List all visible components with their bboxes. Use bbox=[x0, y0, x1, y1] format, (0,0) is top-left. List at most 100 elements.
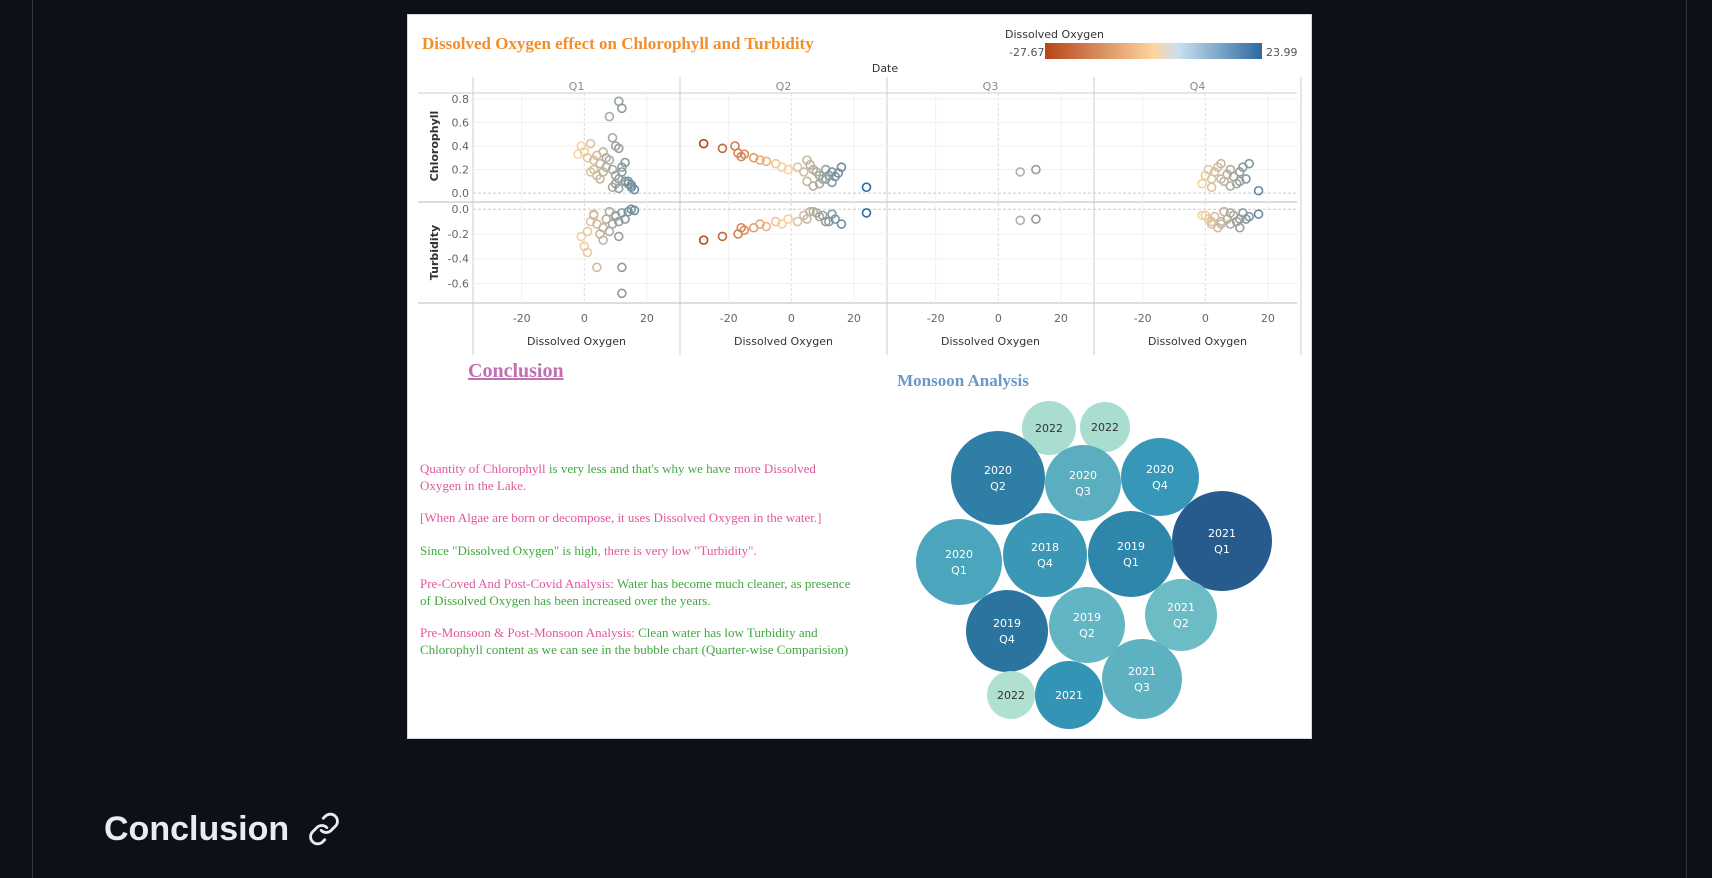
scatter-point bbox=[808, 206, 819, 217]
link-icon[interactable] bbox=[307, 812, 341, 846]
conclusion-segment: Clean water has low Turbidity and bbox=[638, 625, 818, 640]
bubble-label: 2018 bbox=[1031, 541, 1059, 554]
bubble-circle bbox=[951, 431, 1045, 525]
scatter-point bbox=[1244, 211, 1254, 222]
x-tick-label: 0 bbox=[1202, 312, 1209, 325]
scatter-point bbox=[1015, 167, 1026, 177]
conclusion-line: Quantity of Chlorophyll is very less and… bbox=[420, 461, 816, 476]
bubble-label: Q4 bbox=[1152, 479, 1168, 492]
bubble-label: 2022 bbox=[1035, 422, 1063, 435]
scatter-point bbox=[1031, 164, 1041, 175]
scatter-point bbox=[1241, 174, 1251, 184]
scatter-point bbox=[783, 214, 793, 224]
scatter-point bbox=[1244, 158, 1254, 169]
bubble-label: 2021 bbox=[1055, 689, 1083, 702]
bubble-circle bbox=[1035, 661, 1103, 729]
scatter-point bbox=[739, 149, 750, 160]
scatter-point bbox=[1234, 214, 1245, 224]
bubble-label: Q2 bbox=[1173, 617, 1189, 630]
scatter-point bbox=[1234, 176, 1245, 187]
bubble-label: Q2 bbox=[990, 480, 1006, 493]
scatter-point bbox=[814, 178, 825, 189]
x-tick-label: 0 bbox=[995, 312, 1002, 325]
bubble-circle bbox=[966, 590, 1048, 672]
chart-title: Dissolved Oxygen effect on Chlorophyll a… bbox=[422, 34, 814, 53]
y-tick-label: -0.6 bbox=[448, 277, 469, 290]
scatter-point bbox=[761, 156, 772, 167]
legend-gradient-bar bbox=[1045, 43, 1262, 59]
scatter-point bbox=[698, 235, 709, 245]
date-header: Date bbox=[872, 62, 899, 75]
scatter-point bbox=[1216, 219, 1226, 229]
scatter-point bbox=[777, 162, 787, 172]
left-border bbox=[32, 0, 33, 878]
bubble-circle bbox=[1102, 639, 1182, 719]
bubble: 2021 Q2 bbox=[1145, 579, 1217, 651]
scatter-point bbox=[792, 216, 803, 227]
scatter-point bbox=[620, 157, 630, 168]
scatter-point bbox=[617, 288, 627, 299]
scatter-point bbox=[755, 155, 765, 165]
bubble-label: 2019 bbox=[993, 617, 1021, 630]
scatter-point bbox=[617, 262, 627, 273]
bubble: 2019 Q2 bbox=[1049, 587, 1125, 663]
facet-header: Q2 bbox=[776, 80, 792, 93]
x-axis-label: Dissolved Oxygen bbox=[941, 335, 1040, 348]
scatter-point bbox=[592, 262, 602, 273]
scatter-point bbox=[576, 141, 586, 151]
scatter-point bbox=[604, 111, 615, 122]
conclusion-segment: Oxygen in the Lake. bbox=[420, 478, 526, 493]
x-tick-label: -20 bbox=[1134, 312, 1152, 325]
bubble: 2022 bbox=[1022, 401, 1076, 455]
x-tick-label: 20 bbox=[847, 312, 861, 325]
bubble-circle bbox=[1145, 579, 1217, 651]
bubble-circle bbox=[916, 519, 1002, 605]
conclusion-line: of Dissolved Oxygen has been increased o… bbox=[420, 593, 711, 608]
x-tick-label: -20 bbox=[927, 312, 945, 325]
bubble: 2021 Q3 bbox=[1102, 639, 1182, 719]
y-tick-label: 0.6 bbox=[452, 116, 470, 129]
scatter-point bbox=[629, 205, 640, 216]
section-heading: Conclusion bbox=[104, 809, 290, 848]
conclusion-segment: Quantity of Chlorophyll bbox=[420, 461, 546, 476]
y-tick-label: -0.4 bbox=[448, 253, 469, 266]
bubble-label: Q1 bbox=[1214, 543, 1230, 556]
scatter-point bbox=[717, 231, 728, 242]
scatter-point bbox=[861, 182, 872, 193]
row-label: Chlorophyll bbox=[428, 111, 441, 182]
scatter-point bbox=[610, 211, 621, 222]
scatter-point bbox=[717, 143, 728, 154]
scatter-point bbox=[761, 221, 772, 232]
scatter-point bbox=[1203, 164, 1214, 175]
bubble-circle bbox=[1121, 438, 1199, 516]
scatter-point bbox=[588, 209, 599, 219]
x-tick-label: -20 bbox=[720, 312, 738, 325]
bubble: 2022 bbox=[987, 671, 1035, 719]
legend-min-label: -27.67 bbox=[1009, 46, 1044, 59]
bubble-circle bbox=[1003, 513, 1087, 597]
scatter-point bbox=[582, 226, 593, 237]
legend-title: Dissolved Oxygen bbox=[1005, 28, 1104, 41]
x-tick-label: 0 bbox=[581, 312, 588, 325]
scatter-point bbox=[585, 167, 596, 177]
bubble-label: 2022 bbox=[1091, 421, 1119, 434]
conclusion-segment: of Dissolved Oxygen has been increased o… bbox=[420, 593, 711, 608]
x-tick-label: 20 bbox=[1054, 312, 1068, 325]
scatter-point bbox=[777, 219, 787, 229]
conclusion-segment: , there is very low "Turbidity". bbox=[597, 543, 756, 558]
scatter-point bbox=[1253, 185, 1264, 196]
bubble-label: 2022 bbox=[997, 689, 1025, 702]
y-tick-label: 0.4 bbox=[452, 140, 470, 153]
conclusion-segment: more Dissolved bbox=[734, 461, 816, 476]
scatter-point bbox=[617, 103, 627, 114]
scatter-point bbox=[802, 176, 812, 187]
dashboard-canvas: Dissolved Oxygen effect on Chlorophyll a… bbox=[418, 28, 1302, 729]
scatter-point bbox=[792, 162, 803, 172]
bubble-label: 2020 bbox=[984, 464, 1012, 477]
bubble: 2020 Q1 bbox=[916, 519, 1002, 605]
bubble-circle bbox=[1045, 445, 1121, 521]
bubble-circle bbox=[1172, 491, 1272, 591]
scatter-point bbox=[1206, 216, 1217, 227]
bubble-label: 2021 bbox=[1167, 601, 1195, 614]
conclusion-segment: Since "Dissolved Oxygen" is high bbox=[420, 543, 598, 558]
